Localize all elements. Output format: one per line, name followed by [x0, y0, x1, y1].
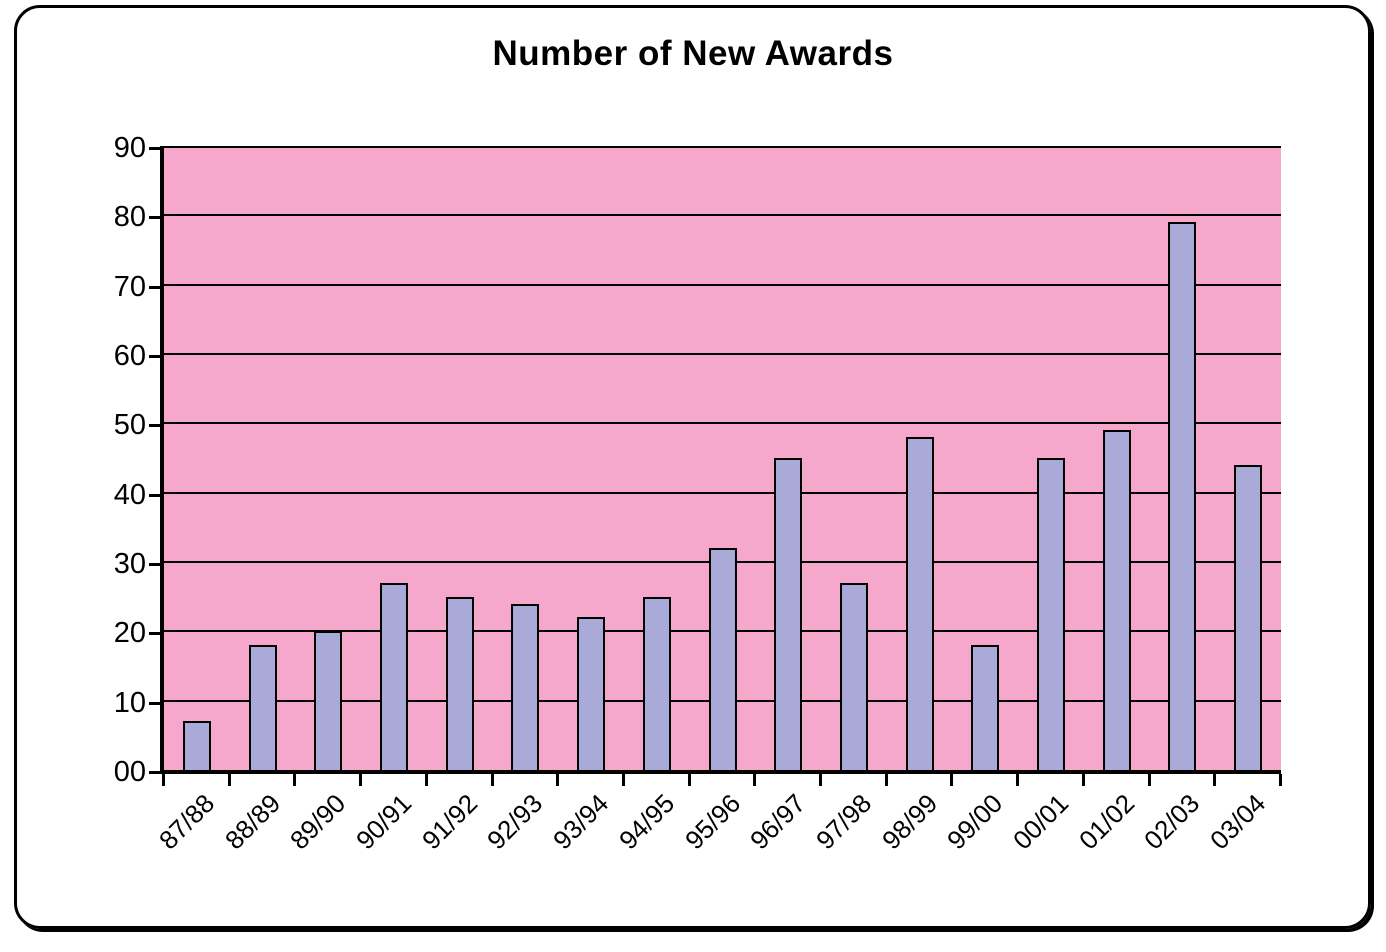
gridline-50: [164, 422, 1281, 424]
x-tick-9: [753, 774, 756, 786]
y-tick-label-90: 90: [113, 132, 146, 164]
y-tick-90: [149, 147, 160, 150]
x-tick-6: [556, 774, 559, 786]
plot-area: [160, 146, 1281, 774]
bar-87-88: [183, 721, 211, 770]
bar-95-96: [709, 548, 737, 770]
x-tick-14: [1082, 774, 1085, 786]
y-tick-label-50: 50: [113, 409, 146, 441]
y-tick-70: [149, 286, 160, 289]
y-tick-40: [149, 494, 160, 497]
bar-01-02: [1103, 430, 1131, 770]
x-tick-15: [1148, 774, 1151, 786]
bar-97-98: [840, 583, 868, 770]
y-tick-label-70: 70: [113, 271, 146, 303]
bar-93-94: [577, 617, 605, 770]
gridline-80: [164, 214, 1281, 216]
gridline-40: [164, 492, 1281, 494]
y-tick-50: [149, 424, 160, 427]
y-tick-label-30: 30: [113, 548, 146, 580]
gridline-60: [164, 353, 1281, 355]
y-tick-label-40: 40: [113, 479, 146, 511]
y-tick-00: [149, 771, 160, 774]
x-tick-4: [425, 774, 428, 786]
y-tick-label-60: 60: [113, 340, 146, 372]
x-tick-7: [622, 774, 625, 786]
bar-00-01: [1037, 458, 1065, 770]
bar-89-90: [314, 631, 342, 770]
x-tick-11: [885, 774, 888, 786]
bar-90-91: [380, 583, 408, 770]
gridline-90: [164, 146, 1281, 148]
chart-frame: [14, 5, 1371, 929]
bar-88-89: [249, 645, 277, 770]
x-tick-16: [1213, 774, 1216, 786]
y-tick-30: [149, 563, 160, 566]
bar-94-95: [643, 597, 671, 770]
bar-91-92: [446, 597, 474, 770]
x-tick-0: [162, 774, 165, 786]
y-tick-10: [149, 702, 160, 705]
x-tick-12: [950, 774, 953, 786]
x-tick-13: [1016, 774, 1019, 786]
y-tick-20: [149, 632, 160, 635]
x-tick-5: [491, 774, 494, 786]
gridline-70: [164, 284, 1281, 286]
y-tick-label-80: 80: [113, 201, 146, 233]
bar-02-03: [1168, 222, 1196, 770]
y-tick-80: [149, 216, 160, 219]
x-tick-10: [819, 774, 822, 786]
bar-99-00: [971, 645, 999, 770]
x-tick-8: [688, 774, 691, 786]
x-tick-17: [1279, 774, 1282, 786]
y-tick-label-20: 20: [113, 617, 146, 649]
bar-92-93: [511, 604, 539, 770]
bar-96-97: [774, 458, 802, 770]
x-tick-1: [228, 774, 231, 786]
bar-98-99: [906, 437, 934, 770]
chart-title: Number of New Awards: [492, 34, 894, 73]
y-tick-label-10: 10: [113, 687, 146, 719]
y-tick-label-00: 00: [113, 756, 146, 788]
y-tick-60: [149, 355, 160, 358]
bar-03-04: [1234, 465, 1262, 770]
x-tick-3: [359, 774, 362, 786]
x-tick-2: [293, 774, 296, 786]
